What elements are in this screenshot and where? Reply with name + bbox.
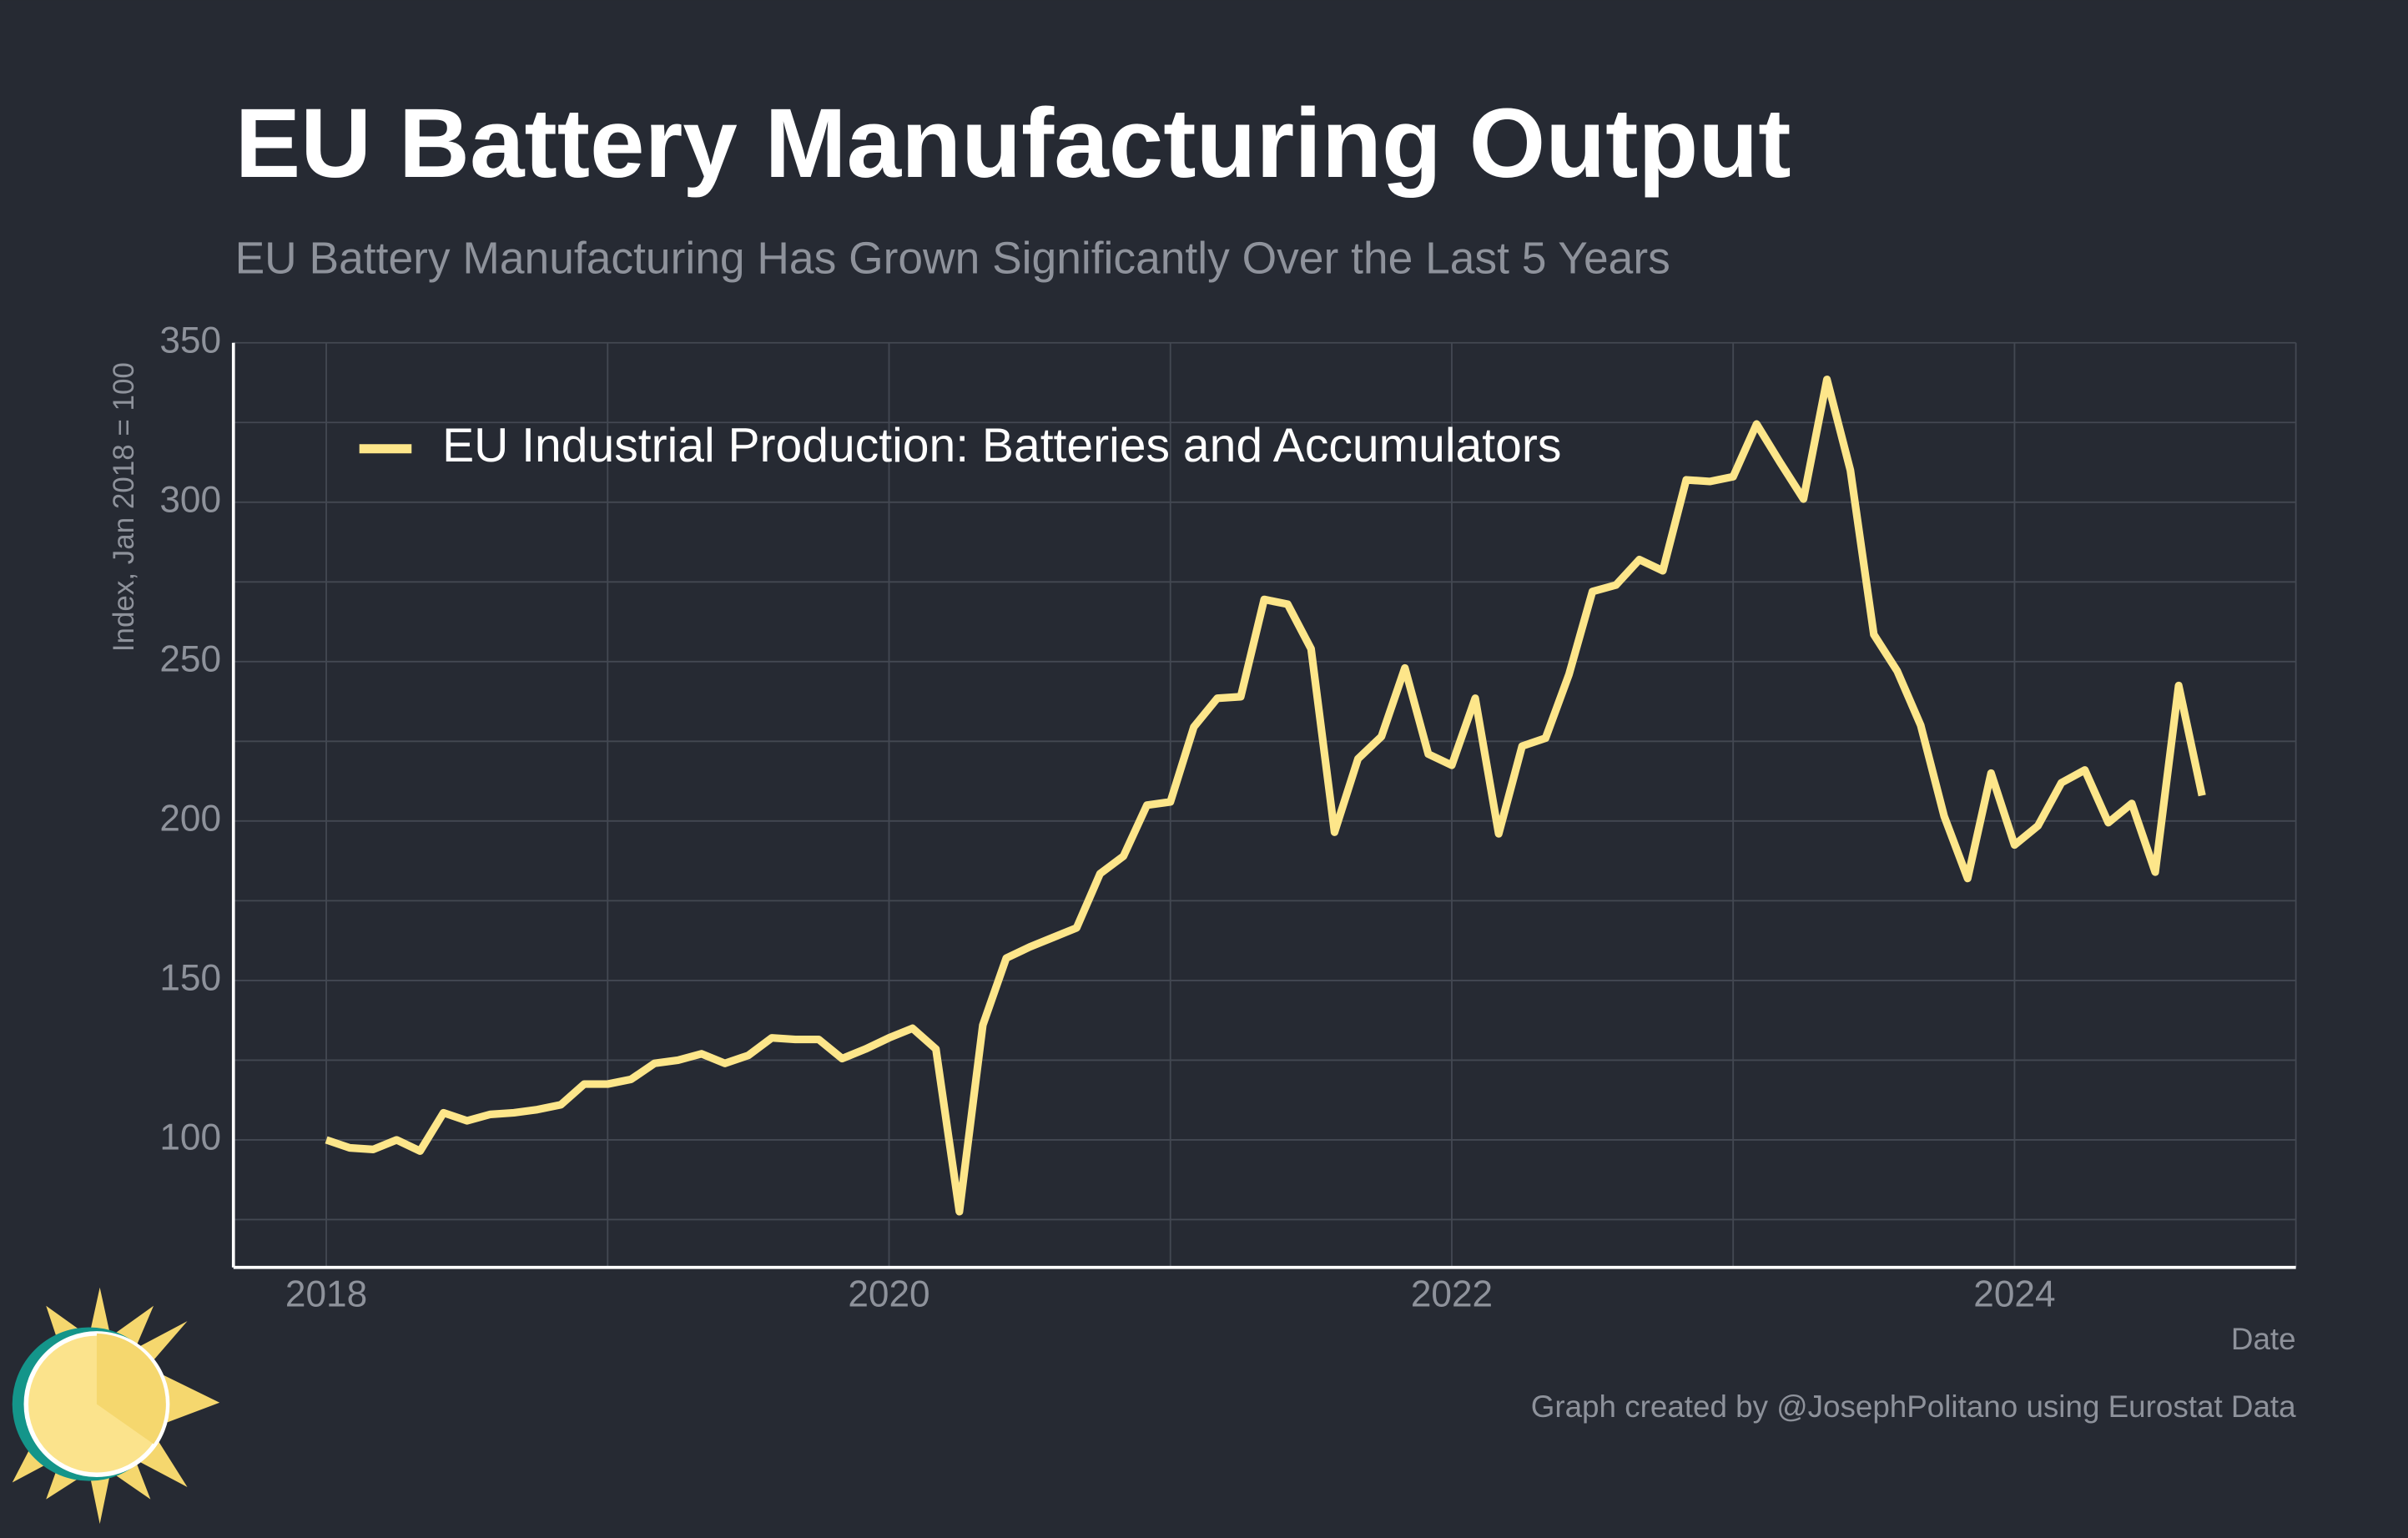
y-axis-label: Index, Jan 2018 = 100	[108, 362, 140, 652]
y-tick-label: 300	[159, 479, 221, 520]
y-tick-label: 250	[159, 638, 221, 679]
y-tick-label: 100	[159, 1117, 221, 1158]
credit: Graph created by @JosephPolitano using E…	[1531, 1389, 2296, 1424]
y-tick-label: 200	[159, 799, 221, 840]
chart-title: EU Battery Manufacturing Output	[235, 88, 1791, 198]
x-tick-label: 2018	[285, 1273, 367, 1314]
legend-label: EU Industrial Production: Batteries and …	[442, 419, 1561, 472]
y-tick-label: 150	[159, 958, 221, 999]
x-tick-label: 2024	[1973, 1273, 2055, 1314]
x-axis-label: Date	[2231, 1322, 2296, 1356]
line-series	[325, 376, 2206, 1216]
logo	[12, 1287, 220, 1525]
chart-subtitle: EU Battery Manufacturing Has Grown Signi…	[235, 234, 1670, 283]
x-tick-label: 2020	[848, 1273, 929, 1314]
y-tick-label: 350	[159, 320, 221, 361]
x-tick-label: 2022	[1411, 1273, 1493, 1314]
